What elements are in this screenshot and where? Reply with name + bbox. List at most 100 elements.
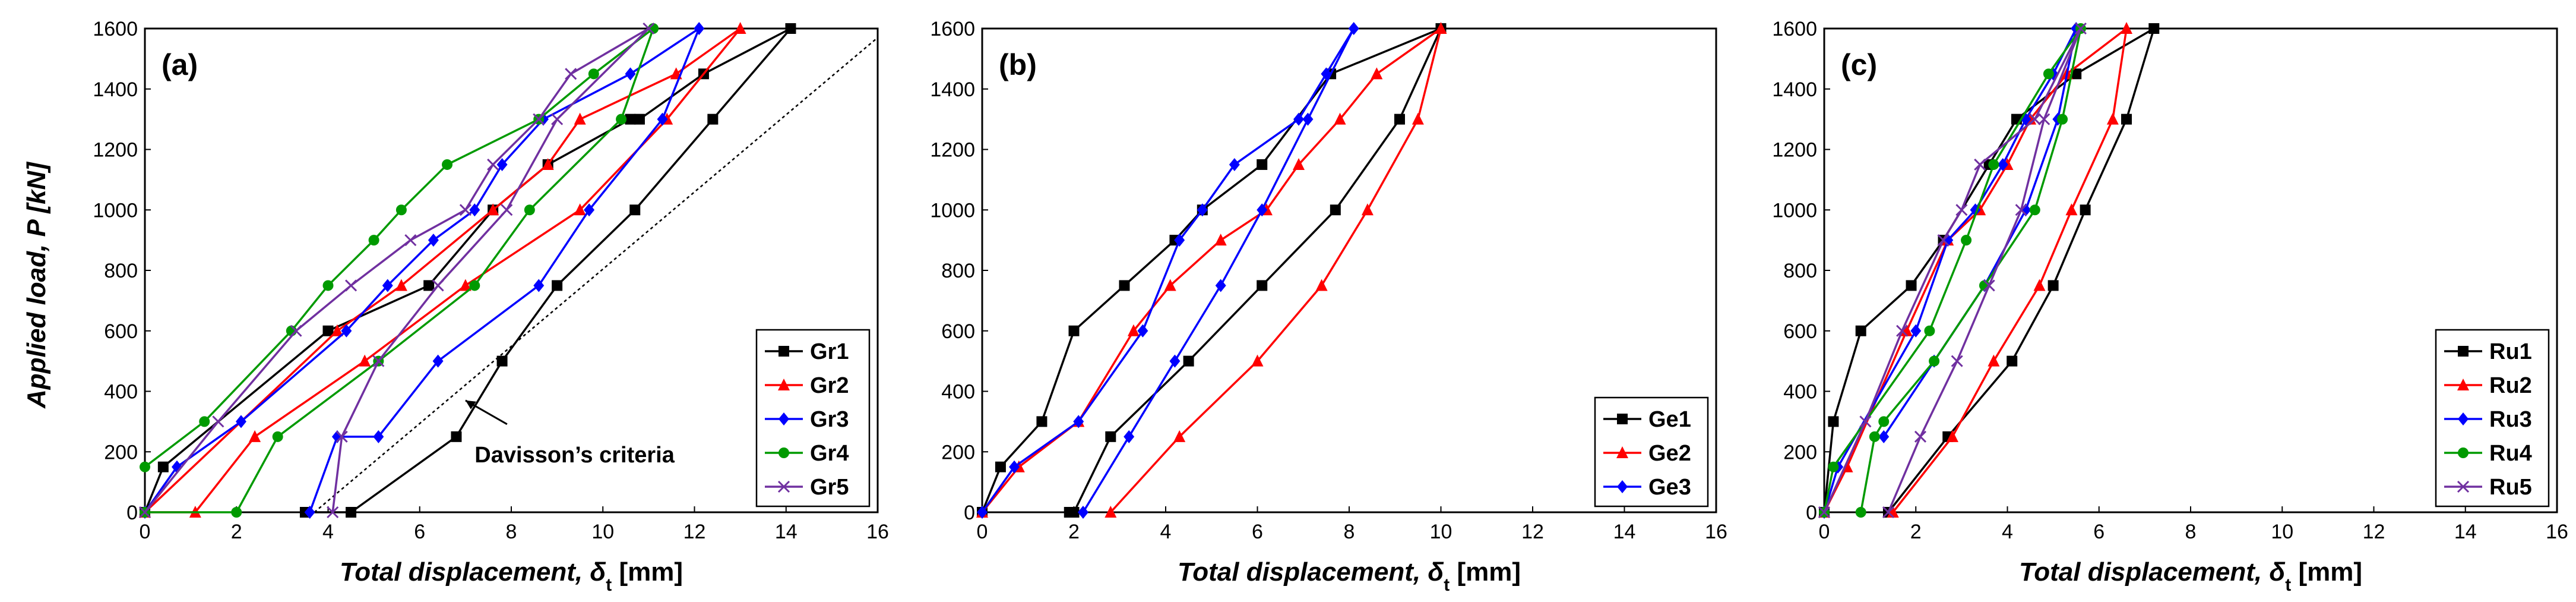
data-point-Ru5: [1974, 158, 1986, 171]
data-point-Ge2: [1412, 112, 1424, 125]
x-tick-label: 4: [2002, 521, 2013, 543]
data-point-Ge1: [1036, 416, 1048, 427]
x-tick-label: 0: [140, 521, 151, 543]
data-point-Ge3: [1302, 112, 1314, 126]
x-tick-label: 16: [866, 521, 889, 543]
data-point-Gr3: [469, 203, 480, 217]
legend-marker-Ge3: [1617, 480, 1628, 493]
data-point-Gr5: [565, 68, 577, 80]
y-tick-label: 600: [104, 320, 138, 343]
legend-marker-Ru1: [2458, 346, 2469, 357]
x-tick-label: 0: [1819, 521, 1830, 543]
data-point-Ge3: [1174, 234, 1185, 247]
data-point-Gr3: [496, 157, 508, 171]
data-point-Gr4: [368, 235, 379, 246]
data-point-Gr5: [551, 113, 564, 125]
y-tick-label: 800: [104, 260, 138, 282]
y-tick-label: 1200: [93, 139, 138, 162]
data-point-Ru1: [1828, 416, 1839, 427]
data-point-Gr3: [304, 506, 315, 519]
y-tick-label: 1200: [930, 139, 975, 162]
x-axis-title-text: Total displacement, δ: [2019, 557, 2285, 587]
x-tick-label: 14: [2454, 521, 2477, 543]
data-point-Gr4: [322, 280, 334, 291]
legend-marker-Gr4: [779, 447, 789, 458]
x-tick-label: 14: [1613, 521, 1636, 543]
data-point-Ge1: [1183, 355, 1194, 367]
x-tick-label: 12: [2363, 521, 2385, 543]
data-point-Ru5: [2015, 204, 2027, 216]
data-point-Gr4: [469, 280, 480, 291]
data-point-Ru5: [1955, 204, 1968, 216]
legend-label-Ge1: Ge1: [1648, 407, 1691, 432]
data-point-Ge3: [1293, 112, 1305, 126]
y-tick-label: 200: [104, 441, 138, 464]
data-point-Gr4: [588, 68, 599, 80]
legend-label-Ge2: Ge2: [1648, 441, 1691, 466]
x-tick-label: 14: [775, 521, 798, 543]
data-point-Gr5: [432, 279, 444, 292]
data-point-Ru4: [1961, 235, 1972, 246]
data-point-Ge3: [1348, 22, 1359, 35]
data-point-Gr1: [322, 325, 334, 336]
data-point-Ru5: [1914, 430, 1927, 443]
annotation-arrowhead: [465, 400, 476, 409]
data-point-Gr1: [634, 114, 645, 125]
series-line-Ru4: [1823, 27, 2082, 513]
y-tick-label: 400: [941, 381, 975, 404]
data-point-Gr5: [138, 506, 151, 519]
panel-label: (a): [162, 48, 198, 81]
x-tick-label: 12: [683, 521, 706, 543]
data-point-Ge2: [1251, 354, 1264, 367]
x-tick-label: 4: [322, 521, 334, 543]
data-point-Gr5: [372, 355, 385, 367]
data-point-Ru4: [2029, 204, 2040, 216]
legend-label-Ru3: Ru3: [2489, 407, 2532, 432]
y-tick-label: 600: [1783, 320, 1817, 343]
data-point-Ru1: [1906, 280, 1917, 291]
data-point-Ru4: [2043, 68, 2054, 80]
data-point-Ru1: [2007, 355, 2018, 367]
data-point-Ru2: [2106, 112, 2119, 125]
legend-label-Ru4: Ru4: [2489, 441, 2532, 466]
panel-a: 0 2 4 6 8 10 12 14 16 0 200 400 600 800 1000 1200 1400 16…: [93, 18, 889, 595]
data-point-Ru1: [2121, 114, 2132, 125]
data-point-Gr1: [346, 507, 357, 518]
data-point-Gr5: [212, 415, 224, 428]
series-line-Ru5: [1823, 28, 2082, 513]
x-axis-title-subscript: t: [1444, 575, 1450, 595]
data-point-Ru2: [2121, 22, 2133, 34]
legend: Ru1 Ru2 Ru3 Ru4 Ru5: [2435, 329, 2550, 508]
legend-marker-Ge2: [1616, 446, 1628, 458]
legend-marker-Ru3: [2458, 412, 2469, 426]
y-tick-label: 600: [941, 320, 975, 343]
legend-marker-Gr1: [779, 346, 789, 357]
data-point-Gr1: [707, 114, 719, 125]
x-axis-title-text: Total displacement, δ: [1178, 557, 1444, 587]
data-point-Ge3: [1009, 460, 1020, 474]
data-point-Ru3: [1997, 157, 2008, 171]
x-axis-title: Total displacement, δt [mm]: [340, 557, 683, 595]
x-axis-title-text: Total displacement, δ: [340, 557, 606, 587]
panel-b: 0 2 4 6 8 10 12 14 16 0 200 400 600 800 1000 1200 1400 16…: [930, 18, 1727, 595]
y-tick-label: 1400: [93, 78, 138, 101]
data-point-Gr2: [249, 430, 261, 442]
y-tick-label: 1000: [930, 199, 975, 222]
data-point-Gr2: [734, 22, 746, 34]
data-point-Gr3: [584, 203, 595, 217]
data-point-Ge1: [995, 461, 1006, 472]
data-point-Ge1: [1068, 325, 1080, 336]
y-tick-label: 1000: [93, 199, 138, 222]
data-point-Ru1: [2080, 204, 2091, 216]
data-point-Ru5: [1896, 324, 1909, 337]
data-point-Ru5: [1937, 234, 1950, 247]
data-point-Ru4: [1828, 461, 1839, 472]
data-point-Ge2: [1173, 430, 1186, 442]
legend-marker-Gr2: [778, 379, 790, 390]
data-point-Ru4: [1929, 355, 1940, 367]
data-point-Gr5: [643, 22, 655, 35]
data-point-Ru4: [2057, 114, 2068, 125]
y-tick-label: 800: [941, 260, 975, 282]
data-point-Gr5: [345, 279, 357, 292]
plot-area: [144, 27, 879, 513]
